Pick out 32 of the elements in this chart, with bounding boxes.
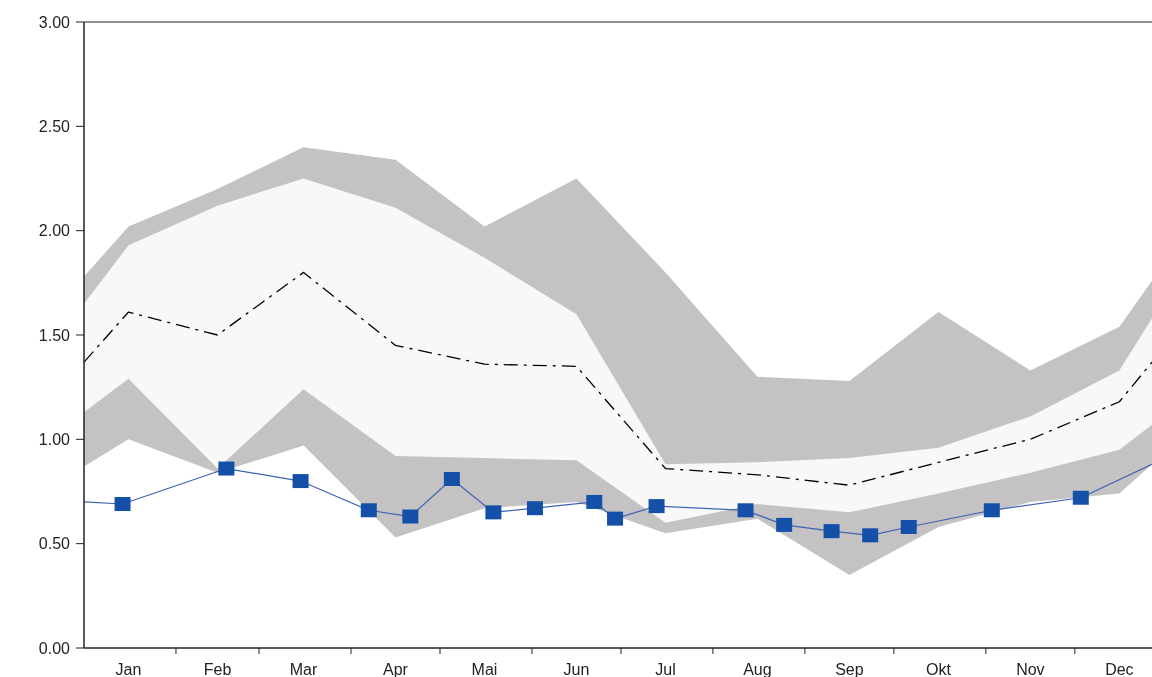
x-tick-label: Feb [203,661,232,677]
x-tick-label: Jun [563,661,590,677]
point [402,509,419,524]
y-tick-label: 1.50 [38,326,71,344]
x-tick-label: Jul [655,661,676,677]
x-tick-label: Jan [115,661,142,677]
point [900,519,917,534]
x-tick-label: Dec [1105,661,1134,677]
point [862,528,879,543]
point [737,503,754,518]
point [485,505,502,520]
point [443,471,460,486]
point [360,503,377,518]
point [776,517,793,532]
y-tick-label: 2.50 [38,117,71,135]
point [823,524,840,539]
point [526,501,543,516]
x-tick-label: Mai [471,661,498,677]
y-tick-label: 0.50 [38,535,71,553]
point [292,474,309,489]
point [648,499,665,514]
x-tick-label: Mar [289,661,318,677]
point [607,511,624,526]
y-tick-label: 0.00 [38,639,71,657]
point [983,503,1000,518]
point [586,494,603,509]
x-tick-label: Okt [925,661,952,677]
y-tick-label: 1.00 [38,430,71,448]
point [1072,490,1089,505]
y-tick-label: 3.00 [38,13,71,31]
x-tick-label: Nov [1016,661,1045,677]
y-tick-label: 2.00 [38,222,71,240]
